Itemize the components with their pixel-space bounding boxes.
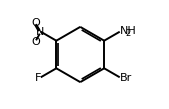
Text: O: O (31, 18, 40, 28)
Text: F: F (35, 73, 41, 83)
Text: Br: Br (119, 73, 132, 83)
Text: 2: 2 (125, 29, 131, 38)
Text: NH: NH (119, 26, 136, 36)
Text: O: O (31, 37, 40, 47)
Text: N: N (36, 27, 45, 37)
